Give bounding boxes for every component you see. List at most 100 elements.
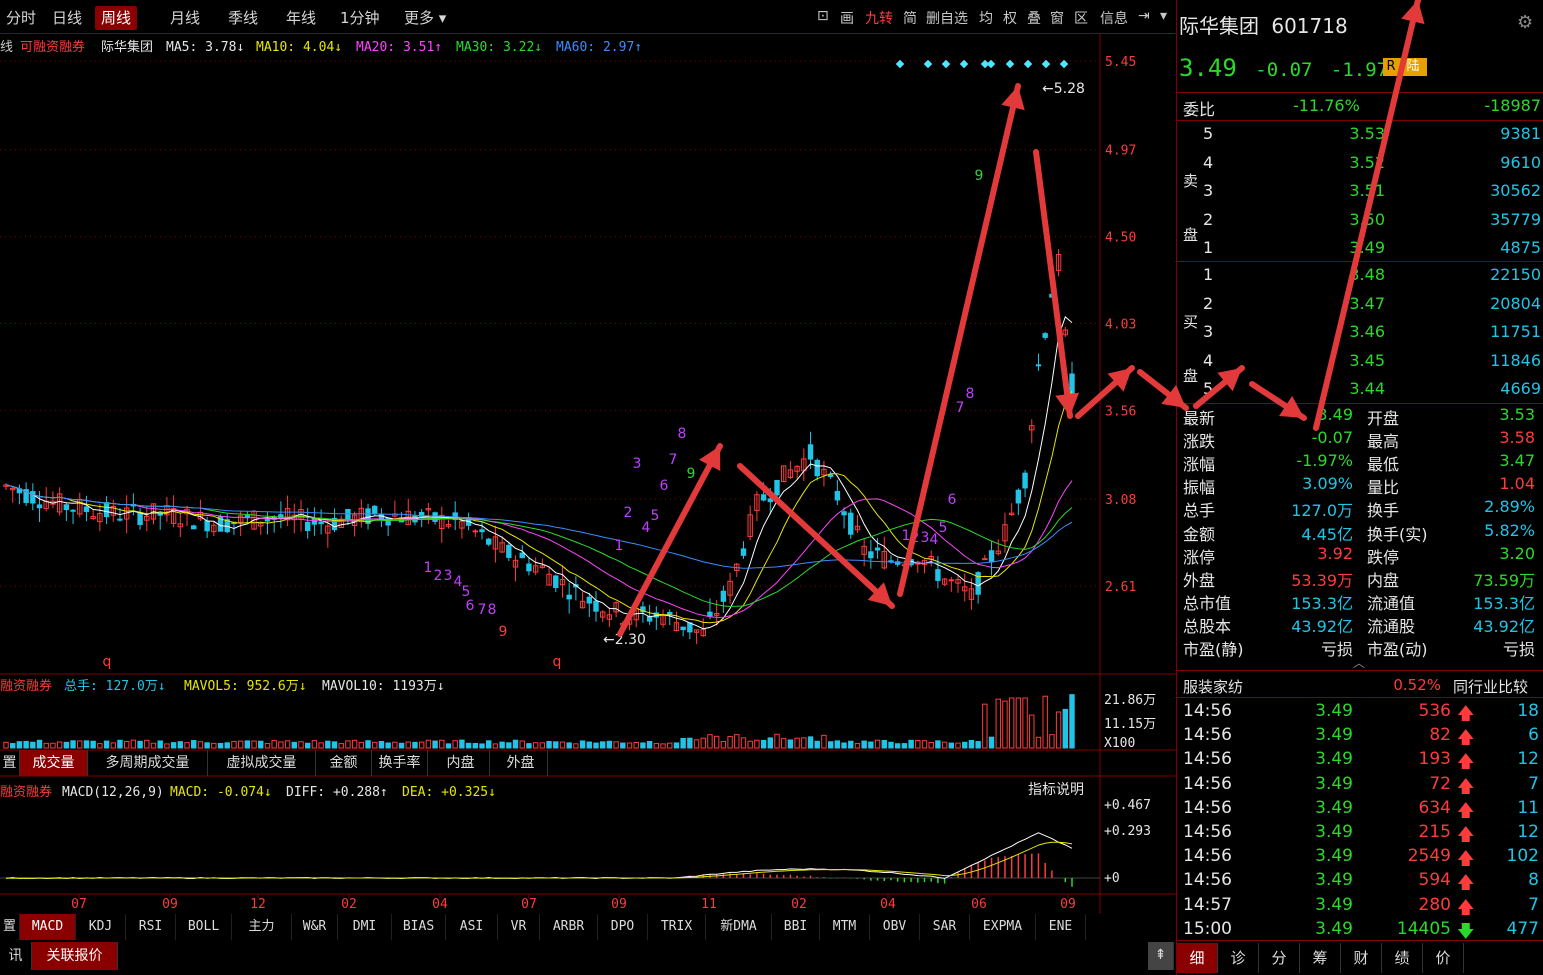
panel-tab-3[interactable]: 筹 (1300, 943, 1341, 973)
period-tab-1[interactable]: 日线 (52, 9, 83, 27)
chart-canvas[interactable]: 5.45 4.97 4.50 4.03 3.56 3.08 2.61 线 可融资融券 际华集团 MA… (0, 34, 1176, 914)
ask-price[interactable]: 3.50 (1349, 209, 1385, 229)
period-tab-5[interactable]: 年线 (286, 9, 317, 27)
panel-tab-2[interactable]: 分 (1259, 943, 1300, 973)
bid-lvl[interactable]: 1 (1203, 265, 1214, 284)
tool-2[interactable]: 简 (903, 11, 917, 27)
indicator-tab-6[interactable]: W&R (292, 914, 338, 940)
ask-lvl[interactable]: 4 (1203, 152, 1214, 172)
ask-lvl[interactable]: 1 (1203, 238, 1214, 257)
bottom-tab-0[interactable]: 讯 (0, 942, 32, 970)
bid-price[interactable]: 3.44 (1349, 379, 1385, 398)
volume-indicator-tab-2[interactable]: 多周期成交量 (88, 750, 208, 776)
indicator-tab-20[interactable]: ENE (1036, 914, 1086, 940)
indicator-tab-14[interactable]: 新DMA (706, 914, 772, 940)
ask-price[interactable]: 3.53 (1349, 124, 1385, 143)
panel-tab-1[interactable]: 诊 (1218, 943, 1259, 973)
volume-indicator-tab-0[interactable]: 置 (0, 750, 20, 776)
period-tab-7[interactable]: 更多 ▾ (404, 9, 447, 27)
period-tab-3[interactable]: 月线 (170, 9, 201, 27)
indicator-tab-9[interactable]: ASI (446, 914, 498, 940)
tool-9[interactable]: 信息 (1100, 11, 1128, 27)
tool-7[interactable]: 窗 (1050, 11, 1064, 27)
volume-indicator-tab-1[interactable]: 成交量 (20, 750, 88, 776)
period-tab-6[interactable]: 1分钟 (340, 9, 380, 27)
ask-vol[interactable]: 30562 (1490, 181, 1541, 200)
ask-lvl[interactable]: 3 (1203, 181, 1214, 200)
ask-price[interactable]: 3.51 (1349, 181, 1385, 200)
bid-vol[interactable]: 4669 (1500, 379, 1541, 398)
bottom-tab-1[interactable]: 关联报价 (32, 942, 118, 970)
ask-vol[interactable]: 4875 (1500, 238, 1541, 257)
panel-tab-4[interactable]: 财 (1341, 943, 1382, 973)
tool-3[interactable]: 删自选 (926, 11, 968, 27)
panel-tab-5[interactable]: 绩 (1382, 943, 1423, 973)
bid-lvl[interactable]: 5 (1203, 379, 1214, 398)
ask-lvl[interactable]: 5 (1203, 124, 1214, 143)
bid-price[interactable]: 3.48 (1349, 265, 1385, 284)
ask-vol[interactable]: 35779 (1490, 209, 1541, 229)
indicator-tab-3[interactable]: RSI (126, 914, 176, 940)
ask-price[interactable]: 3.49 (1349, 238, 1385, 257)
bid-price[interactable]: 3.45 (1349, 350, 1385, 370)
volume-indicator-tab-6[interactable]: 内盘 (432, 750, 490, 776)
chevron-down-icon[interactable]: ▾ (1160, 8, 1168, 24)
indicator-tab-0[interactable]: 置 (0, 914, 20, 940)
tool-6[interactable]: 叠 (1027, 11, 1041, 27)
bid-vol[interactable]: 22150 (1490, 265, 1541, 284)
bid-price[interactable]: 3.46 (1349, 322, 1385, 341)
tool-8[interactable]: 区 (1074, 11, 1088, 27)
indicator-tab-15[interactable]: BBI (772, 914, 820, 940)
volume-indicator-tab-7[interactable]: 外盘 (494, 750, 548, 776)
indicator-tab-11[interactable]: ARBR (540, 914, 598, 940)
indicator-tab-13[interactable]: TRIX (648, 914, 706, 940)
bid-lvl[interactable]: 2 (1203, 293, 1214, 313)
period-tab-4[interactable]: 季线 (228, 9, 259, 27)
tool-5[interactable]: 权 (1003, 11, 1017, 27)
pin-icon[interactable]: ⇥ (1138, 8, 1150, 24)
industry-name[interactable]: 服装家纺 (1183, 678, 1244, 696)
candle-body (1035, 364, 1042, 367)
chart-legend-item: 际华集团 (101, 39, 153, 55)
ask-vol[interactable]: 9381 (1500, 124, 1541, 143)
indicator-tab-17[interactable]: OBV (870, 914, 920, 940)
bid-vol[interactable]: 11846 (1490, 350, 1541, 370)
tool-4[interactable]: 均 (979, 11, 993, 27)
period-tab-0[interactable]: 分时 (6, 9, 37, 27)
indicator-tab-12[interactable]: DPO (598, 914, 648, 940)
bid-price[interactable]: 3.47 (1349, 293, 1385, 313)
scroll-top-icon[interactable]: ⇞ (1148, 942, 1174, 970)
tool-1[interactable]: 九转 (865, 11, 893, 27)
settings-gear-icon[interactable]: ⚙ (1517, 12, 1534, 33)
lock-icon[interactable]: ⊡ (817, 8, 829, 24)
bid-vol[interactable]: 20804 (1490, 293, 1541, 313)
bid-lvl[interactable]: 4 (1203, 350, 1214, 370)
indicator-tab-5[interactable]: 主力 (232, 914, 292, 940)
tick-volume: 82 (1429, 725, 1451, 746)
bid-lvl[interactable]: 3 (1203, 322, 1214, 341)
ask-lvl[interactable]: 2 (1203, 209, 1214, 229)
indicator-tab-2[interactable]: KDJ (76, 914, 126, 940)
bid-vol[interactable]: 11751 (1490, 322, 1541, 341)
tick-count: 7 (1528, 773, 1539, 794)
volume-indicator-tab-5[interactable]: 换手率 (372, 750, 428, 776)
indicator-tab-10[interactable]: VR (498, 914, 540, 940)
indicator-tab-8[interactable]: BIAS (392, 914, 446, 940)
indicator-tab-19[interactable]: EXPMA (970, 914, 1036, 940)
indicator-tab-18[interactable]: SAR (920, 914, 970, 940)
tool-0[interactable]: 画 (840, 11, 854, 27)
volume-indicator-tab-4[interactable]: 金额 (316, 750, 372, 776)
indicator-tab-1[interactable]: MACD (20, 914, 76, 940)
panel-tab-0[interactable]: 细 (1177, 943, 1218, 973)
volume-bar (479, 743, 485, 749)
ask-vol[interactable]: 9610 (1500, 152, 1541, 172)
period-tab-2[interactable]: 周线 (95, 6, 138, 30)
indicator-tab-16[interactable]: MTM (820, 914, 870, 940)
indicator-tab-7[interactable]: DMI (338, 914, 392, 940)
ask-price[interactable]: 3.52 (1349, 152, 1385, 172)
industry-compare-link[interactable]: 同行业比较 (1453, 678, 1529, 696)
volume-indicator-tab-3[interactable]: 虚拟成交量 (208, 750, 316, 776)
collapse-caret-icon[interactable]: ︿ (1353, 656, 1366, 670)
indicator-tab-4[interactable]: BOLL (176, 914, 232, 940)
panel-tab-6[interactable]: 价 (1423, 943, 1464, 973)
